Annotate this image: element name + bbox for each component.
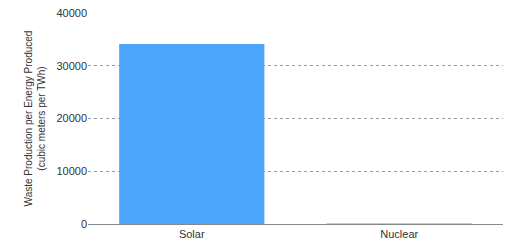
svg-text:20000: 20000 xyxy=(56,112,87,124)
svg-text:Waste Production per Energy Pr: Waste Production per Energy Produced(cub… xyxy=(23,31,47,207)
svg-text:10000: 10000 xyxy=(56,165,87,177)
svg-text:Solar: Solar xyxy=(179,228,205,240)
svg-text:30000: 30000 xyxy=(56,60,87,72)
svg-text:0: 0 xyxy=(81,218,87,230)
svg-text:Nuclear: Nuclear xyxy=(380,228,418,240)
svg-text:40000: 40000 xyxy=(56,7,87,19)
